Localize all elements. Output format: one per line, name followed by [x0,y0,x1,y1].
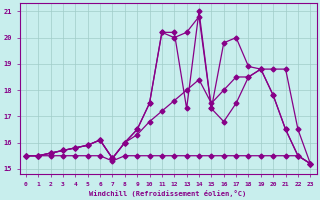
X-axis label: Windchill (Refroidissement éolien,°C): Windchill (Refroidissement éolien,°C) [90,190,247,197]
